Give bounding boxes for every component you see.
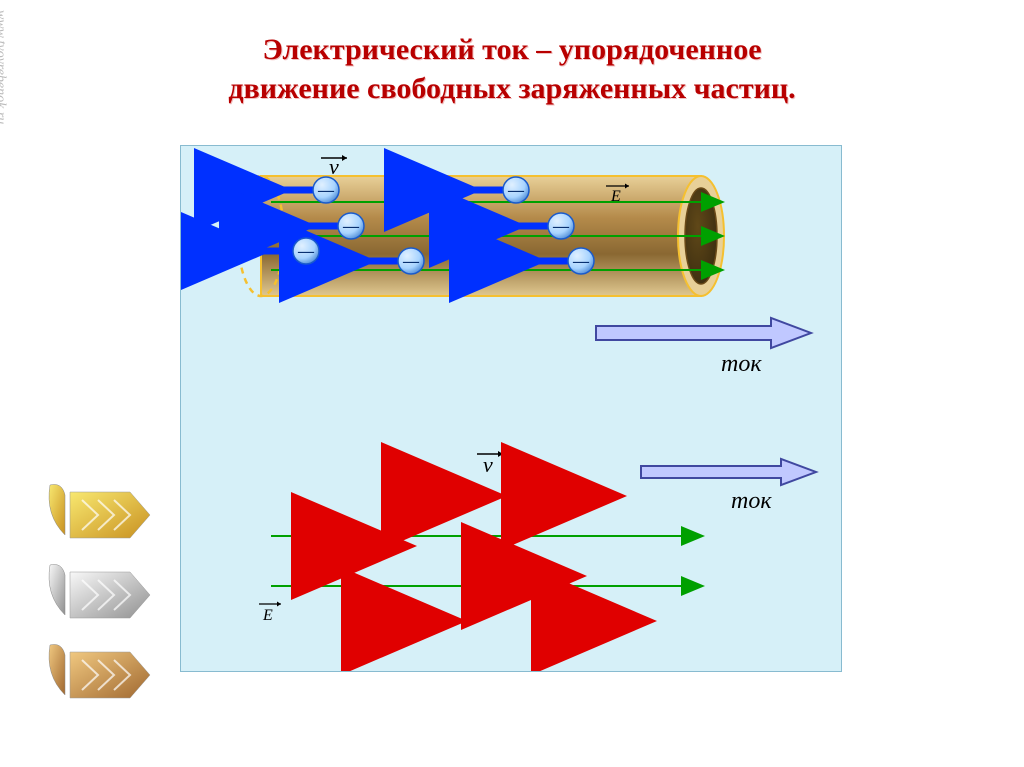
svg-text:ток: ток: [721, 351, 762, 377]
diagram-area: — — — — — — — v E ток ток v: [180, 145, 842, 672]
diagram-svg: — — — — — — — v E ток ток v: [181, 146, 841, 671]
svg-text:+: +: [424, 481, 439, 510]
svg-text:—: —: [572, 253, 590, 270]
svg-text:—: —: [552, 218, 570, 235]
svg-text:+: +: [334, 531, 349, 560]
svg-text:—: —: [342, 218, 360, 235]
svg-text:—: —: [297, 243, 315, 260]
svg-text:+: +: [574, 606, 589, 635]
svg-text:—: —: [317, 182, 335, 199]
svg-text:E: E: [610, 188, 621, 205]
svg-text:v: v: [329, 154, 339, 179]
page-title: Электрический ток – упорядоченное движен…: [0, 30, 1024, 108]
current-arrow-1: ток: [596, 318, 811, 377]
svg-text:+: +: [384, 606, 399, 635]
svg-text:+: +: [544, 481, 559, 510]
svg-text:E: E: [262, 607, 273, 624]
velocity-label-bottom: v: [477, 451, 503, 477]
svg-text:—: —: [402, 253, 420, 270]
decorative-ribbons: [40, 480, 160, 720]
title-line-2: движение свободных заряженных частиц.: [228, 72, 795, 105]
svg-text:+: +: [504, 561, 519, 590]
title-line-1: Электрический ток – упорядоченное: [262, 33, 761, 66]
svg-text:v: v: [483, 452, 493, 477]
current-arrow-2: ток: [641, 459, 816, 514]
field-label-bottom: E: [259, 602, 281, 625]
svg-text:—: —: [507, 182, 525, 199]
svg-text:ток: ток: [731, 488, 772, 514]
protons: + + + + + +: [319, 474, 639, 643]
